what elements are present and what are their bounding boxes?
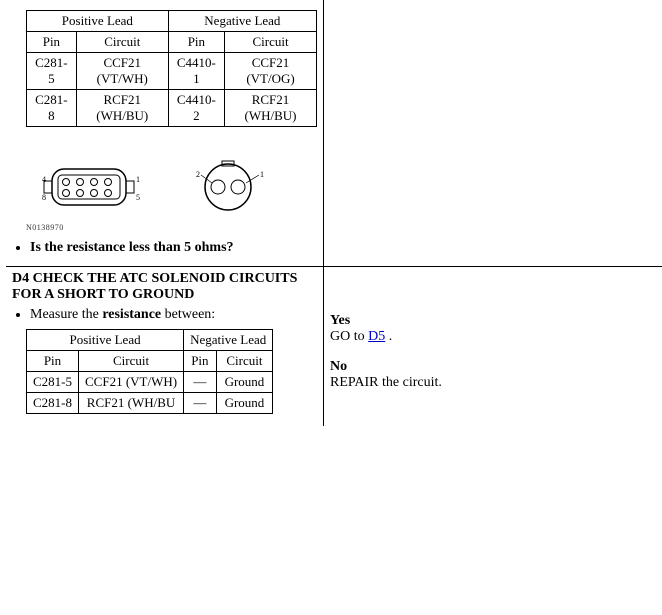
answer-yes-text: GO to D5 . bbox=[330, 329, 656, 345]
cell: C281-8 bbox=[27, 393, 79, 414]
svg-text:2: 2 bbox=[196, 170, 200, 179]
table-row: C281-8 RCF21 (WH/BU — Ground bbox=[27, 393, 273, 414]
col-header: Circuit bbox=[79, 351, 184, 372]
instruction-bold: resistance bbox=[102, 307, 161, 322]
col-header: Pin bbox=[168, 32, 224, 53]
cell: RCF21 (WH/BU bbox=[79, 393, 184, 414]
cell: CCF21 (VT/WH) bbox=[79, 372, 184, 393]
instruction-pre: Measure the bbox=[30, 307, 102, 322]
group-header: Negative Lead bbox=[184, 330, 273, 351]
group-header: Positive Lead bbox=[27, 11, 169, 32]
cell: C281-5 bbox=[27, 372, 79, 393]
cell: Ground bbox=[216, 372, 273, 393]
cell: RCF21 (WH/BU) bbox=[76, 90, 168, 127]
lead-table-d4: Positive Lead Negative Lead Pin Circuit … bbox=[26, 329, 273, 414]
cell: Ground bbox=[216, 393, 273, 414]
step-heading: D4 CHECK THE ATC SOLENOID CIRCUITS FOR A… bbox=[12, 271, 317, 303]
table-row: C281-5 CCF21 (VT/WH) C4410-1 CCF21 (VT/O… bbox=[27, 53, 317, 90]
group-header: Positive Lead bbox=[27, 330, 184, 351]
svg-text:8: 8 bbox=[42, 193, 46, 202]
cell: C4410-2 bbox=[168, 90, 224, 127]
col-header: Circuit bbox=[216, 351, 273, 372]
svg-text:1: 1 bbox=[136, 175, 140, 184]
instruction-bullet: Measure the resistance between: bbox=[30, 307, 317, 323]
group-header: Negative Lead bbox=[168, 11, 316, 32]
link-d5[interactable]: D5 bbox=[368, 329, 385, 344]
answer-no-label: No bbox=[330, 359, 656, 375]
yes-post: . bbox=[385, 329, 392, 344]
answer-yes-label: Yes bbox=[330, 313, 656, 329]
connector-8pin-icon: 4 8 1 5 bbox=[42, 157, 152, 217]
cell: — bbox=[184, 372, 217, 393]
col-header: Pin bbox=[27, 351, 79, 372]
col-header: Pin bbox=[184, 351, 217, 372]
cell: RCF21 (WH/BU) bbox=[225, 90, 317, 127]
col-header: Pin bbox=[27, 32, 77, 53]
col-header: Circuit bbox=[76, 32, 168, 53]
table-row: C281-8 RCF21 (WH/BU) C4410-2 RCF21 (WH/B… bbox=[27, 90, 317, 127]
cell: CCF21 (VT/WH) bbox=[76, 53, 168, 90]
instruction-post: between: bbox=[161, 307, 215, 322]
cell: — bbox=[184, 393, 217, 414]
connector-2pin-icon: 2 1 bbox=[192, 157, 282, 217]
cell: CCF21 (VT/OG) bbox=[225, 53, 317, 90]
svg-text:4: 4 bbox=[42, 175, 46, 184]
yes-pre: GO to bbox=[330, 329, 368, 344]
question-bullet: Is the resistance less than 5 ohms? bbox=[30, 240, 317, 256]
question-text: Is the resistance less than 5 ohms? bbox=[30, 240, 234, 255]
cell: C281-8 bbox=[27, 90, 77, 127]
cell: C4410-1 bbox=[168, 53, 224, 90]
art-reference: N0138970 bbox=[26, 223, 317, 232]
cell: C281-5 bbox=[27, 53, 77, 90]
svg-text:1: 1 bbox=[260, 170, 264, 179]
svg-text:5: 5 bbox=[136, 193, 140, 202]
table-row: C281-5 CCF21 (VT/WH) — Ground bbox=[27, 372, 273, 393]
lead-table-d3: Positive Lead Negative Lead Pin Circuit … bbox=[26, 10, 317, 127]
col-header: Circuit bbox=[225, 32, 317, 53]
connector-diagram: 4 8 1 5 2 1 bbox=[42, 157, 317, 217]
answer-no-text: REPAIR the circuit. bbox=[330, 375, 656, 391]
